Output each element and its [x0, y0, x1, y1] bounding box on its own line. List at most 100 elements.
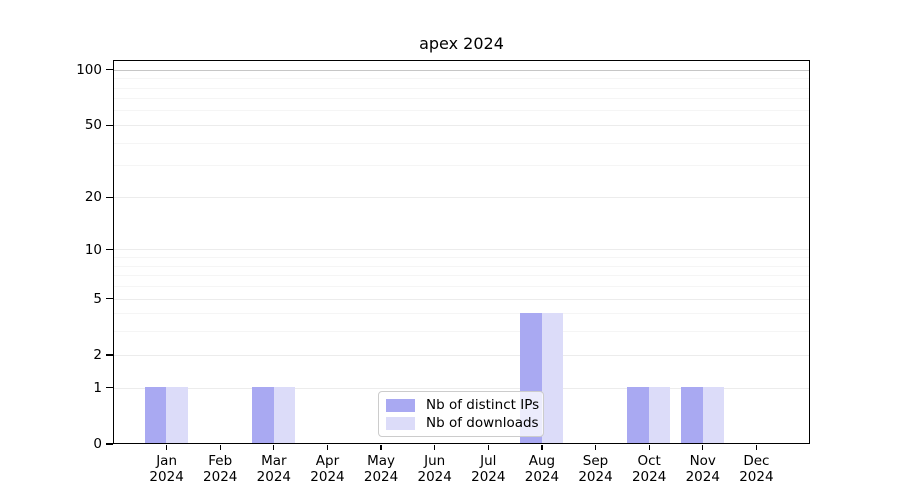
x-tick-label: Nov 2024 — [675, 453, 731, 485]
x-tick-label: Sep 2024 — [568, 453, 624, 485]
gridline-major — [114, 249, 809, 251]
y-tick-mark — [106, 248, 113, 251]
x-tick-mark — [594, 444, 597, 450]
legend-item-distinct-ips: Nb of distinct IPs — [386, 396, 539, 414]
gridline-minor — [114, 257, 809, 259]
x-tick-month: Sep — [582, 453, 609, 469]
x-tick-month: May — [367, 453, 396, 469]
legend: Nb of distinct IPs Nb of downloads — [378, 391, 544, 437]
y-tick-label: 2 — [93, 346, 102, 363]
x-tick-mark — [541, 444, 543, 450]
x-tick-mark — [487, 444, 489, 450]
gridline-major — [114, 196, 809, 198]
y-tick-mark — [106, 69, 113, 71]
gridline-major — [114, 69, 809, 71]
x-tick-year: 2024 — [203, 469, 238, 485]
x-tick-month: Jul — [480, 453, 497, 469]
legend-item-downloads: Nb of downloads — [386, 414, 539, 432]
y-tick-label: 5 — [93, 290, 102, 307]
gridline-minor — [114, 286, 809, 288]
x-tick-year: 2024 — [578, 469, 613, 485]
x-tick-label: Jun 2024 — [407, 453, 463, 485]
x-tick-label: Oct 2024 — [621, 453, 677, 485]
x-tick-mark — [219, 444, 221, 450]
y-tick-mark — [106, 443, 113, 445]
bar-downloads-oct — [648, 386, 671, 443]
x-tick-month: Feb — [208, 453, 233, 469]
gridline-minor — [114, 87, 809, 89]
x-tick-year: 2024 — [363, 469, 399, 485]
y-tick-mark — [106, 354, 113, 356]
legend-label-distinct-ips: Nb of distinct IPs — [426, 396, 540, 413]
x-tick-year: 2024 — [471, 469, 506, 485]
x-tick-month: Jun — [424, 453, 446, 469]
x-tick-label: Aug 2024 — [514, 453, 570, 485]
legend-swatch-distinct-ips — [386, 398, 415, 412]
gridline-major — [114, 387, 809, 389]
bar-distinct-ips-mar — [252, 386, 274, 443]
y-tick-mark — [106, 124, 113, 126]
y-tick-label: 1 — [93, 379, 102, 396]
x-tick-mark — [755, 444, 757, 450]
gridline-major — [114, 354, 809, 356]
bar-downloads-aug — [541, 312, 564, 443]
x-tick-mark — [648, 444, 650, 450]
x-tick-year: 2024 — [524, 469, 560, 485]
gridline-minor — [114, 313, 809, 315]
legend-swatch-downloads — [386, 416, 415, 430]
x-tick-year: 2024 — [739, 469, 774, 485]
x-tick-mark — [702, 444, 704, 450]
bar-downloads-jan — [166, 386, 188, 443]
x-tick-mark — [166, 444, 168, 450]
x-tick-label: Apr 2024 — [299, 453, 355, 485]
x-tick-year: 2024 — [149, 469, 184, 485]
plot-area: Nb of distinct IPs Nb of downloads — [113, 60, 810, 444]
x-tick-mark — [326, 444, 329, 450]
x-tick-label: Mar 2024 — [246, 453, 302, 485]
y-tick-label: 20 — [84, 189, 102, 206]
bar-distinct-ips-oct — [627, 386, 649, 443]
gridline-minor — [114, 142, 809, 144]
y-tick-label: 0 — [93, 436, 102, 452]
bar-downloads-mar — [273, 386, 296, 443]
y-tick-label: 100 — [76, 61, 102, 78]
chart-title: apex 2024 — [419, 34, 504, 53]
x-tick-month: Apr — [315, 453, 340, 469]
x-tick-label: Dec 2024 — [728, 453, 784, 485]
x-tick-mark — [434, 444, 436, 450]
x-tick-label: Jan 2024 — [139, 453, 195, 485]
gridline-minor — [114, 165, 809, 167]
x-tick-month: Oct — [637, 453, 661, 469]
y-tick-label: 50 — [84, 117, 102, 134]
gridline-minor — [114, 98, 809, 100]
x-tick-month: Nov — [689, 453, 716, 469]
x-tick-month: Jan — [156, 453, 178, 469]
gridline-major — [114, 298, 809, 300]
bar-distinct-ips-jan — [144, 386, 167, 443]
gridline-minor — [114, 110, 809, 112]
x-tick-year: 2024 — [256, 469, 292, 485]
x-tick-year: 2024 — [685, 469, 720, 485]
bar-downloads-nov — [702, 386, 725, 443]
bar-distinct-ips-nov — [681, 386, 703, 443]
y-tick-mark — [106, 196, 113, 198]
x-tick-label: May 2024 — [353, 453, 409, 485]
x-tick-year: 2024 — [310, 469, 345, 485]
x-tick-year: 2024 — [417, 469, 452, 485]
gridline-minor — [114, 78, 809, 80]
y-tick-mark — [106, 298, 113, 300]
y-tick-label: 10 — [84, 241, 102, 258]
x-tick-month: Dec — [743, 453, 770, 469]
y-tick-mark — [106, 387, 113, 389]
legend-label-downloads: Nb of downloads — [426, 414, 539, 431]
gridline-minor — [114, 331, 809, 333]
x-tick-label: Feb 2024 — [192, 453, 248, 485]
x-tick-month: Aug — [528, 453, 556, 469]
gridline-major — [114, 125, 809, 127]
x-tick-mark — [380, 444, 382, 450]
gridline-minor — [114, 265, 809, 267]
x-tick-label: Jul 2024 — [460, 453, 516, 485]
x-tick-month: Mar — [261, 453, 287, 469]
gridline-minor — [114, 275, 809, 277]
